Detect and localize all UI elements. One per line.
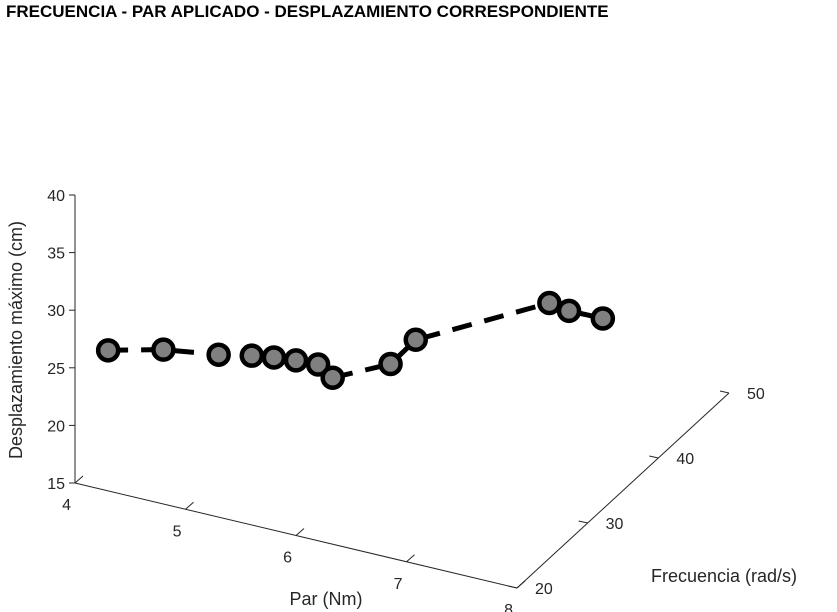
series-line — [108, 300, 604, 381]
data-point — [403, 327, 428, 353]
data-point — [206, 342, 231, 367]
y-tick-mark — [507, 585, 518, 589]
x-tick-label: 6 — [283, 550, 292, 567]
x-tick-mark — [74, 475, 84, 484]
z-tick-label: 15 — [47, 476, 65, 493]
y-tick-label: 40 — [676, 451, 694, 468]
x-tick-label: 5 — [173, 523, 182, 540]
y-tick-label: 50 — [747, 386, 765, 403]
data-point — [95, 338, 121, 363]
y-axis-label: Frecuencia (rad/s) — [651, 566, 797, 586]
data-point — [537, 290, 562, 316]
y-tick-mark — [719, 390, 730, 394]
data-point — [378, 351, 403, 377]
data-point — [590, 306, 616, 331]
y-tick-label: 20 — [535, 581, 553, 598]
x-axis-label: Par (Nm) — [290, 589, 363, 609]
y-tick-mark — [649, 455, 659, 459]
z-tick-label: 30 — [47, 303, 65, 320]
y-tick-mark — [578, 520, 588, 524]
data-point — [305, 352, 331, 377]
z-tick-label: 20 — [47, 418, 65, 435]
z-axis-label: Desplazamiento máximo (cm) — [6, 221, 26, 459]
x-tick-label: 4 — [62, 497, 71, 514]
data-point — [283, 348, 309, 373]
data-point — [151, 337, 176, 362]
y-tick-label: 30 — [606, 516, 624, 533]
x-tick-label: 7 — [394, 576, 403, 593]
z-tick-label: 25 — [47, 361, 65, 378]
y-axis-line — [516, 392, 730, 589]
chart-title: FRECUENCIA - PAR APLICADO - DESPLAZAMIEN… — [6, 2, 609, 21]
x-tick-mark — [406, 554, 415, 563]
x-tick-mark — [516, 580, 526, 589]
x-tick-mark — [295, 528, 305, 536]
data-series — [95, 290, 616, 390]
data-point — [239, 343, 265, 368]
data-point — [556, 298, 582, 324]
data-point — [261, 345, 287, 370]
z-tick-label: 40 — [47, 188, 65, 205]
data-point — [320, 365, 345, 390]
x-tick-mark — [185, 501, 194, 510]
x-tick-label: 8 — [504, 602, 513, 612]
z-tick-label: 35 — [47, 246, 65, 263]
